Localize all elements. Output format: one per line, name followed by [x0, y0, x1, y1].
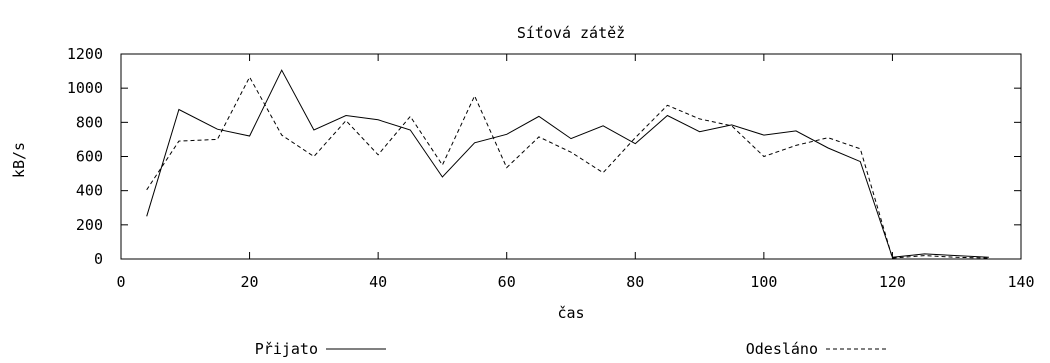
legend: Přijato Odesláno	[255, 340, 886, 358]
series-line-prijato	[146, 69, 989, 258]
plot-frame	[120, 53, 1022, 260]
x-tick-label: 80	[626, 273, 644, 291]
legend-label: Odesláno	[746, 340, 818, 358]
y-tick-label: 800	[76, 113, 103, 131]
x-tick-label: 40	[369, 273, 387, 291]
y-tick-label: 200	[76, 216, 103, 234]
y-tick-label: 600	[76, 148, 103, 166]
x-tick-label: 140	[1007, 273, 1034, 291]
x-tick-label: 0	[116, 273, 125, 291]
series-lines	[146, 69, 989, 259]
y-tick-label: 400	[76, 182, 103, 200]
axis-ticks: 0 20 40 60 80 100 120 140 0 200 400 600 800 1000 1200	[67, 45, 1035, 291]
y-tick-label: 1000	[67, 79, 103, 97]
y-axis-label: kB/s	[10, 142, 28, 178]
legend-label: Přijato	[255, 340, 318, 358]
x-tick-label: 100	[750, 273, 777, 291]
y-tick-label: 0	[94, 250, 103, 268]
x-axis-label: čas	[557, 304, 584, 322]
x-tick-label: 60	[498, 273, 516, 291]
chart-title: Síťová zátěž	[517, 24, 625, 42]
x-tick-label: 20	[241, 273, 259, 291]
y-tick-label: 1200	[67, 45, 103, 63]
series-line-odeslano	[146, 76, 989, 259]
x-tick-label: 120	[879, 273, 906, 291]
